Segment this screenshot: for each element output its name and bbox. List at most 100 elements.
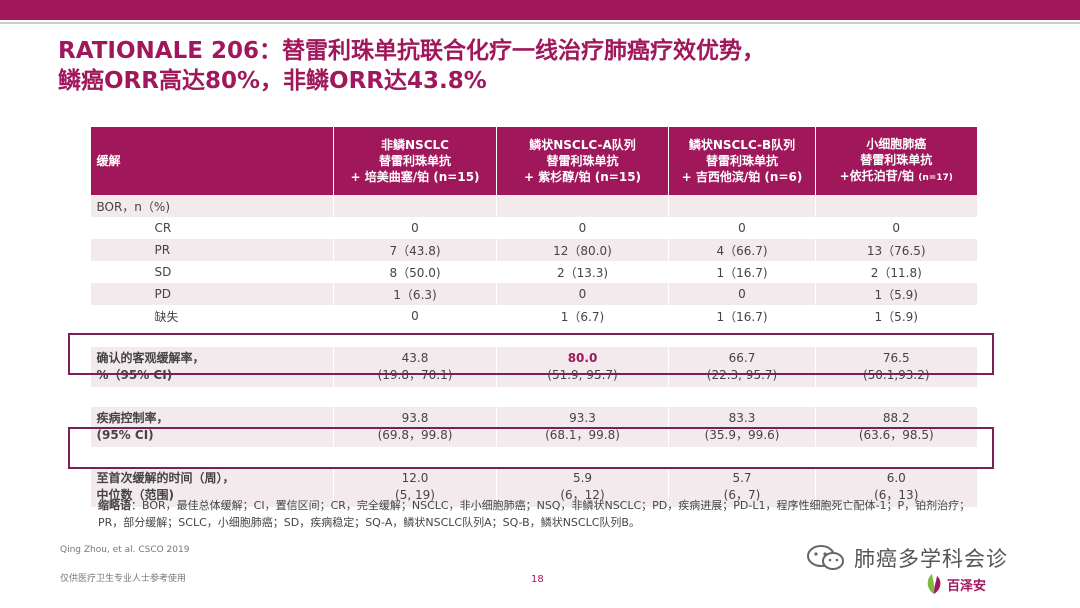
- value: 76.5: [882, 351, 910, 365]
- table-row-orr: 确认的客观缓解率， %（95% CI) 43.8 (19.8，70.1) 80.0…: [90, 347, 977, 387]
- spacer-cell: [90, 447, 977, 467]
- table-row-ttr: 至首次缓解的时间（周）， 中位数（范围) 12.0 (5, 19) 5.9 (6，1…: [90, 467, 977, 507]
- table-cell: 4（66.7): [668, 239, 816, 261]
- label-line: 至首次缓解的时间（周），: [96, 471, 235, 485]
- value: 43.8: [401, 351, 429, 365]
- table-cell: 2（11.8): [815, 261, 977, 283]
- label-line: %（95% CI): [96, 368, 173, 382]
- table-cell: 1（5.9): [815, 283, 977, 305]
- table-cell: 1（5.9): [815, 305, 977, 327]
- empty-cell: [333, 195, 497, 217]
- slide-title: RATIONALE 206：替雷利珠单抗联合化疗一线治疗肺癌疗效优势， 鳞癌OR…: [58, 36, 1038, 96]
- table-cell: 43.8 (19.8，70.1): [333, 347, 497, 387]
- table-cell: 76.5 (50.1,93.2): [815, 347, 977, 387]
- top-divider: [0, 22, 1080, 24]
- footnote-label: 缩略语: [98, 499, 131, 512]
- value: 6.0: [886, 471, 906, 485]
- logo-text: 百泽安: [947, 578, 987, 594]
- header-line: 非鳞NSCLC: [381, 138, 449, 152]
- value: 93.8: [401, 411, 429, 425]
- table-cell: 0: [815, 217, 977, 239]
- empty-cell: [496, 195, 669, 217]
- table-cell: 0: [333, 217, 497, 239]
- header-line: 替雷利珠单抗: [378, 154, 451, 168]
- orr-highlight-box: [68, 333, 994, 375]
- header-line: 替雷利珠单抗: [705, 154, 778, 168]
- row-label: PR: [90, 239, 334, 261]
- table-cell: 0: [496, 217, 669, 239]
- row-label-ttr: 至首次缓解的时间（周）， 中位数（范围): [90, 467, 334, 507]
- empty-cell: [815, 195, 977, 217]
- row-label: CR: [90, 217, 334, 239]
- empty-cell: [668, 195, 816, 217]
- value: 5.7: [732, 471, 752, 485]
- header-line: + 培美曲塞/铂 (n=15): [350, 170, 480, 184]
- table-cell: 5.9 (6，12): [496, 467, 669, 507]
- table-row-pd: PD 1（6.3) 0 0 1（5.9): [90, 283, 977, 305]
- table-cell: 12.0 (5, 19): [333, 467, 497, 507]
- watermark-text: 肺癌多学科会诊: [854, 547, 1008, 571]
- header-line: + 紫杉醇/铂 (n=15): [523, 170, 642, 184]
- row-label: 缺失: [90, 305, 334, 327]
- table-row-cr: CR 0 0 0 0: [90, 217, 977, 239]
- table-cell: 8（50.0): [333, 261, 497, 283]
- table-cell: 12（80.0): [496, 239, 669, 261]
- ci: (68.1，99.8): [545, 428, 620, 442]
- label-line: 中位数（范围): [96, 488, 175, 502]
- ci: (22.3, 95.7): [706, 368, 778, 382]
- ci: (69.8，99.8): [377, 428, 453, 442]
- spacer-row: [90, 327, 977, 347]
- table-cell: 13（76.5): [815, 239, 977, 261]
- header-sq-b: 鳞状NSCLC-B队列 替雷利珠单抗 + 吉西他滨/铂 (n=6): [668, 127, 816, 195]
- table-row-missing: 缺失 0 1（6.7) 1（16.7) 1（5.9): [90, 305, 977, 327]
- ci: (6，13): [874, 488, 919, 502]
- abbreviations-footnote: 缩略语：BOR，最佳总体缓解；CI，置信区间；CR，完全缓解；NSCLC，非小细…: [98, 497, 978, 531]
- table-cell-highlight: 80.0 (51.9, 95.7): [496, 347, 669, 387]
- footnote-text: ：BOR，最佳总体缓解；CI，置信区间；CR，完全缓解；NSCLC，非小细胞肺癌…: [98, 499, 971, 529]
- label-line: (95% CI): [96, 428, 154, 442]
- table-cell: 66.7 (22.3, 95.7): [668, 347, 816, 387]
- disclaimer-text: 仅供医疗卫生专业人士参考使用: [60, 574, 187, 584]
- ttr-highlight-box: [68, 427, 994, 469]
- leaf-logo-icon: [927, 574, 941, 594]
- header-line: + 吉西他滨/铂 (n=6): [681, 170, 803, 184]
- row-label-bor: BOR，n（%): [90, 195, 334, 217]
- table-cell: 7（43.8): [333, 239, 497, 261]
- table-cell: 6.0 (6，13): [815, 467, 977, 507]
- value: 88.2: [882, 411, 910, 425]
- table-cell: 0: [496, 283, 669, 305]
- header-line-text: +依托泊苷/铂: [839, 169, 915, 183]
- table-row-sd: SD 8（50.0) 2（13.3) 1（16.7) 2（11.8): [90, 261, 977, 283]
- row-label: PD: [90, 283, 334, 305]
- wechat-icon: [807, 545, 844, 570]
- ci: (6，7): [723, 488, 761, 502]
- value: 93.3: [569, 411, 596, 425]
- table-cell: 0: [668, 217, 816, 239]
- header-line: 替雷利珠单抗: [546, 154, 619, 168]
- table-cell: 5.7 (6，7): [668, 467, 816, 507]
- spacer-row: [90, 447, 977, 467]
- ci: (50.1,93.2): [862, 368, 930, 382]
- row-label-orr: 确认的客观缓解率， %（95% CI): [90, 347, 334, 387]
- value-line: 80.0: [501, 350, 664, 367]
- spacer-row: [90, 387, 977, 407]
- header-line: 替雷利珠单抗: [860, 153, 933, 167]
- label-line: 确认的客观缓解率，: [96, 351, 205, 365]
- value: 83.3: [728, 411, 756, 425]
- spacer-cell: [90, 327, 977, 347]
- value: 66.7: [728, 351, 756, 365]
- ci: (19.8，70.1): [377, 368, 453, 382]
- wechat-watermark: 肺癌多学科会诊: [806, 541, 1008, 575]
- ci: (51.9, 95.7): [547, 368, 618, 382]
- header-nsq-nsclc: 非鳞NSCLC 替雷利珠单抗 + 培美曲塞/铂 (n=15): [333, 127, 497, 195]
- label-line: 疾病控制率，: [96, 411, 169, 425]
- value-highlight: 80.0: [567, 351, 598, 365]
- header-line: +依托泊苷/铂 (n=17): [820, 168, 973, 186]
- header-sclc: 小细胞肺癌 替雷利珠单抗 +依托泊苷/铂 (n=17): [815, 127, 977, 195]
- table-cell: 1（6.3): [333, 283, 497, 305]
- reference-citation: Qing Zhou, et al. CSCO 2019: [60, 545, 190, 555]
- table-cell: 1（6.7): [496, 305, 669, 327]
- header-line: 小细胞肺癌: [866, 137, 927, 151]
- table-cell: 2（13.3): [496, 261, 669, 283]
- table-header-row: 缓解 非鳞NSCLC 替雷利珠单抗 + 培美曲塞/铂 (n=15) 鳞状NSCL…: [90, 127, 977, 195]
